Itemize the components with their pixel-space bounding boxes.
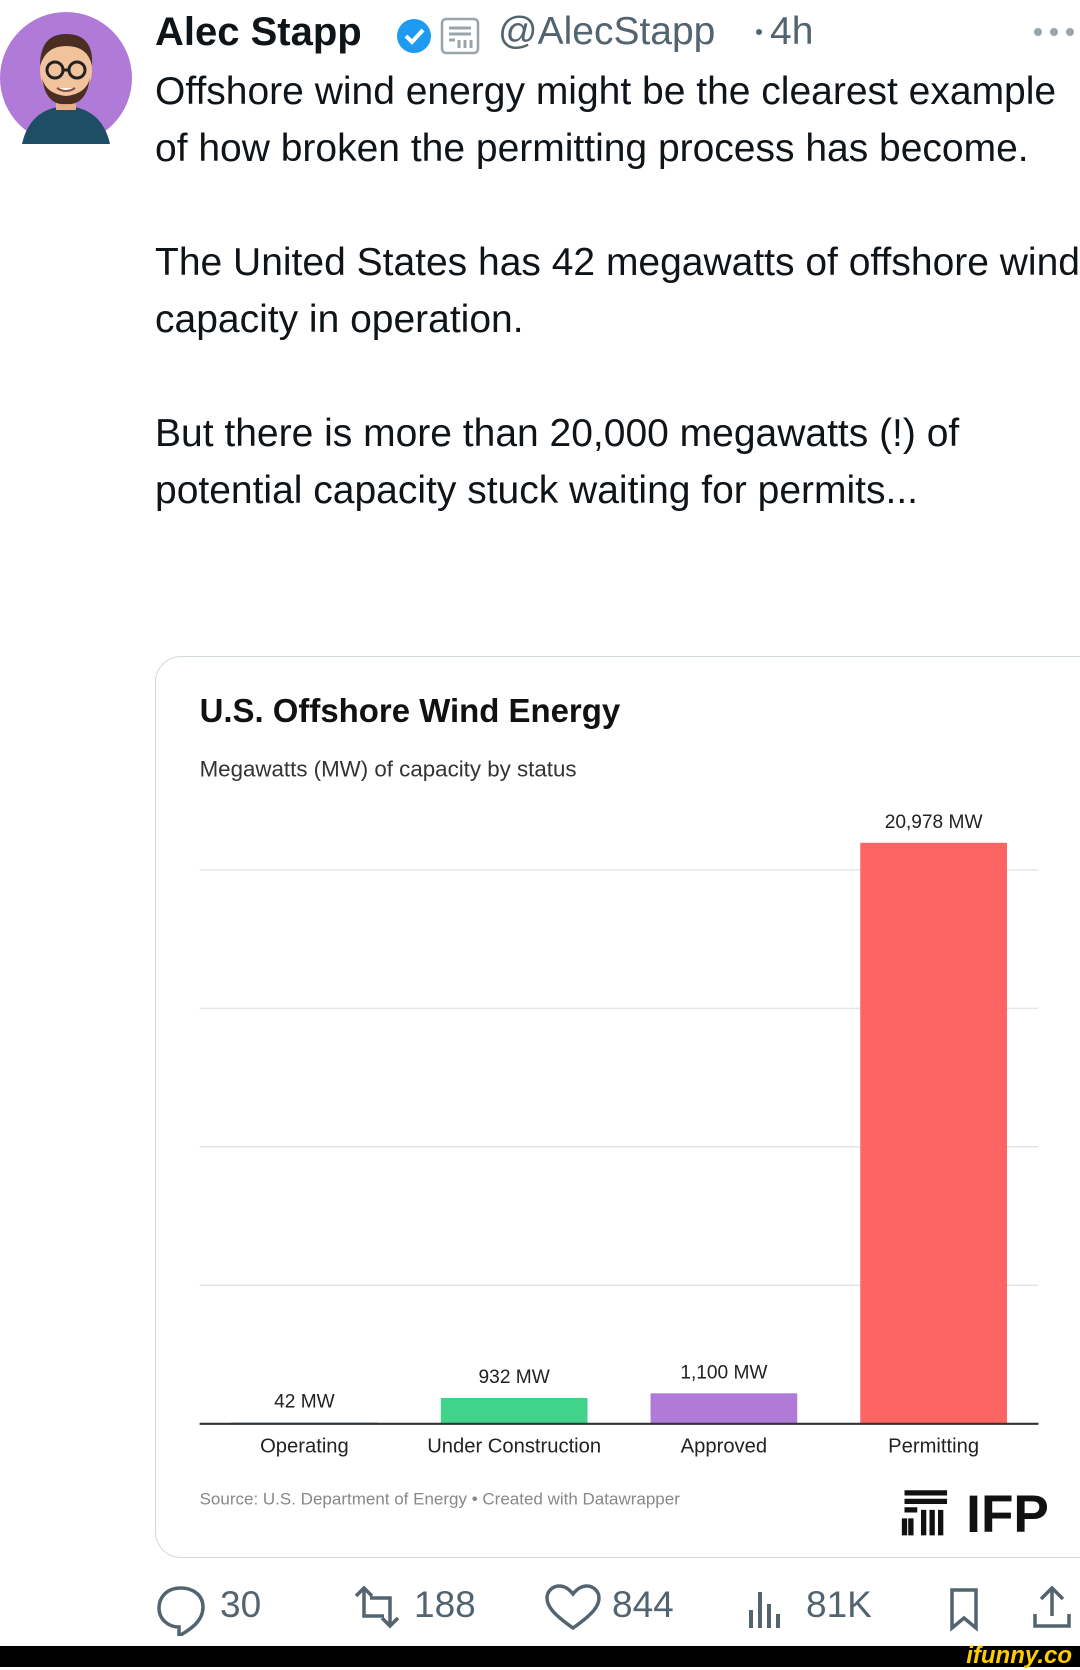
- share-icon[interactable]: [1033, 1585, 1071, 1628]
- ifp-logo: [901, 1490, 948, 1536]
- author-name[interactable]: Alec Stapp: [155, 10, 362, 54]
- tweet-time[interactable]: 4h: [770, 10, 814, 53]
- tweet-paragraph: The United States has 42 megawatts of of…: [155, 241, 1080, 341]
- tweet-paragraph: But there is more than 20,000 megawatts …: [155, 412, 960, 512]
- watermark: ifunny.co: [966, 1642, 1072, 1669]
- like-count[interactable]: 844: [612, 1584, 674, 1625]
- badges: [397, 17, 480, 55]
- chart-source: Source: U.S. Department of Energy • Crea…: [200, 1490, 681, 1509]
- value-label: 20,978 MW: [885, 812, 983, 833]
- tweet-paragraph: Offshore wind energy might be the cleare…: [155, 70, 1057, 170]
- retweet-icon[interactable]: [354, 1585, 400, 1629]
- reply-count[interactable]: 30: [220, 1584, 262, 1625]
- x-tick-label: Permitting: [888, 1435, 979, 1457]
- chart-title: U.S. Offshore Wind Energy: [200, 692, 621, 729]
- action-icons: [157, 1584, 1071, 1636]
- like-icon[interactable]: [545, 1584, 601, 1631]
- media-card[interactable]: U.S. Offshore Wind Energy Megawatts (MW)…: [155, 656, 1080, 1558]
- chart: U.S. Offshore Wind Energy Megawatts (MW)…: [200, 692, 1049, 1544]
- x-tick-label: Operating: [260, 1435, 349, 1457]
- reply-icon[interactable]: [157, 1586, 205, 1636]
- chart-subtitle: Megawatts (MW) of capacity by status: [200, 756, 577, 781]
- bar: [650, 1393, 798, 1424]
- x-tick-label: Approved: [681, 1435, 767, 1457]
- separator-dot: [756, 29, 762, 35]
- bookmark-icon[interactable]: [950, 1588, 978, 1632]
- author-handle[interactable]: @AlecStapp: [498, 10, 716, 53]
- avatar[interactable]: [0, 12, 132, 144]
- value-label: 1,100 MW: [680, 1362, 767, 1383]
- x-tick-label: Under Construction: [427, 1435, 601, 1457]
- view-count[interactable]: 81K: [806, 1584, 872, 1625]
- bar: [440, 1397, 588, 1424]
- value-label: 932 MW: [479, 1367, 550, 1388]
- views-icon[interactable]: [749, 1592, 780, 1628]
- watermark-bar: [0, 1646, 1080, 1667]
- value-label: 42 MW: [274, 1392, 335, 1413]
- bar: [860, 842, 1007, 1424]
- more-menu[interactable]: [1030, 22, 1080, 42]
- tweet-text: Offshore wind energy might be the cleare…: [155, 63, 1080, 576]
- ifp-logo-text: IFP: [966, 1485, 1049, 1544]
- retweet-count[interactable]: 188: [414, 1584, 476, 1625]
